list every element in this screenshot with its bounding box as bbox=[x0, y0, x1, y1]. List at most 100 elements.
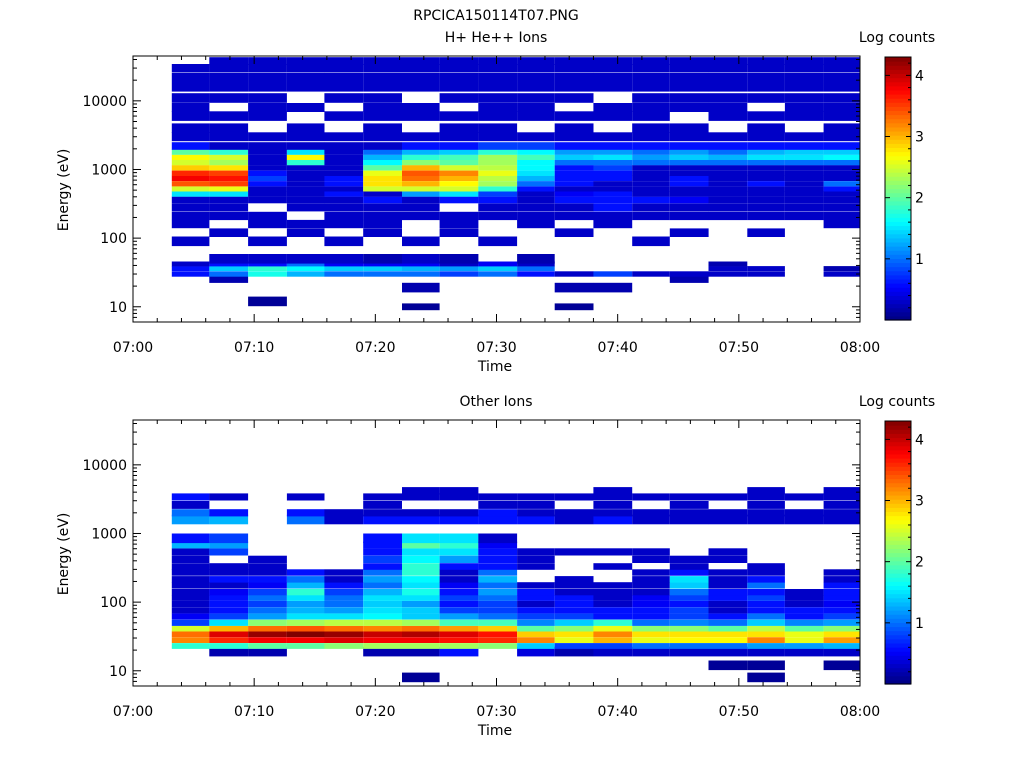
heatmap-cell bbox=[517, 631, 555, 638]
heatmap-cell bbox=[209, 72, 249, 82]
heatmap-cell bbox=[171, 271, 210, 277]
heatmap-cell bbox=[823, 569, 860, 576]
heatmap-cell bbox=[517, 191, 555, 197]
heatmap-cell bbox=[209, 607, 249, 614]
heatmap-cell bbox=[517, 613, 555, 620]
heatmap-cell bbox=[669, 123, 709, 133]
heatmap-cell bbox=[209, 160, 249, 166]
heatmap-cells bbox=[171, 487, 860, 683]
heatmap-cell bbox=[439, 576, 479, 583]
heatmap-cell bbox=[669, 228, 709, 237]
colorbar-segment bbox=[885, 494, 911, 500]
heatmap-cell bbox=[402, 82, 440, 92]
heatmap-cell bbox=[286, 582, 325, 589]
heatmap-cell bbox=[747, 175, 785, 181]
heatmap-cell bbox=[478, 619, 518, 626]
heatmap-cell bbox=[171, 625, 210, 632]
heatmap-cell bbox=[784, 211, 824, 221]
heatmap-cell bbox=[209, 509, 249, 517]
heatmap-cell bbox=[248, 191, 287, 197]
heatmap-cell bbox=[747, 569, 785, 576]
heatmap-cell bbox=[363, 82, 402, 92]
heatmap-cell bbox=[171, 196, 210, 204]
heatmap-cell bbox=[747, 646, 785, 657]
heatmap-cell bbox=[632, 64, 670, 73]
heatmap-cell bbox=[402, 132, 440, 142]
colorbar-segment bbox=[885, 515, 911, 521]
heatmap-cell bbox=[171, 569, 210, 576]
heatmap-cell bbox=[747, 625, 785, 632]
heatmap-cell bbox=[363, 595, 402, 601]
heatmap-cell bbox=[209, 637, 249, 643]
heatmap-cell bbox=[248, 219, 287, 229]
heatmap-cells bbox=[171, 57, 860, 311]
colorbar-segment bbox=[885, 655, 911, 660]
colorbar-tick-label: 3 bbox=[915, 130, 924, 146]
heatmap-cell bbox=[478, 613, 518, 620]
heatmap-cell bbox=[209, 196, 249, 204]
heatmap-cell bbox=[784, 72, 824, 82]
heatmap-cell bbox=[669, 57, 709, 65]
x-tick-label: 07:20 bbox=[355, 704, 395, 720]
heatmap-cell bbox=[784, 93, 824, 103]
heatmap-cell bbox=[324, 600, 364, 608]
colorbar-segment bbox=[885, 61, 911, 66]
heatmap-cell bbox=[632, 631, 670, 638]
colorbar-segment bbox=[885, 57, 911, 62]
heatmap-cell bbox=[439, 613, 479, 620]
heatmap-cell bbox=[593, 493, 633, 501]
heatmap-cell bbox=[209, 619, 249, 626]
heatmap-cell bbox=[823, 487, 860, 495]
colorbar-segment bbox=[885, 258, 911, 264]
heatmap-cell bbox=[402, 191, 440, 197]
heatmap-cell bbox=[478, 149, 518, 155]
heatmap-cell bbox=[248, 637, 287, 643]
heatmap-cell bbox=[554, 600, 594, 608]
colorbar: 1 2 3 4 bbox=[884, 56, 924, 321]
heatmap-cell bbox=[708, 196, 748, 204]
heatmap-cell bbox=[363, 509, 402, 517]
heatmap-cell bbox=[632, 154, 670, 160]
heatmap-cell bbox=[171, 493, 210, 501]
heatmap-cell bbox=[554, 149, 594, 155]
colorbar-label: Log counts bbox=[859, 394, 935, 410]
heatmap-cell bbox=[248, 646, 287, 657]
heatmap-cell bbox=[171, 576, 210, 583]
heatmap-cell bbox=[747, 196, 785, 204]
heatmap-cell bbox=[478, 160, 518, 166]
heatmap-cell bbox=[478, 236, 518, 247]
heatmap-cell bbox=[669, 595, 709, 601]
heatmap-cell bbox=[363, 631, 402, 638]
colorbar-segment bbox=[885, 122, 911, 128]
heatmap-cell bbox=[363, 493, 402, 501]
heatmap-cell bbox=[209, 514, 249, 525]
heatmap-cell bbox=[593, 64, 633, 73]
heatmap-cell bbox=[593, 514, 633, 525]
colorbar-segment bbox=[885, 647, 911, 652]
heatmap-cell bbox=[708, 613, 748, 620]
heatmap-cell bbox=[517, 154, 555, 160]
heatmap-cell bbox=[593, 219, 633, 229]
heatmap-cell bbox=[708, 261, 748, 267]
heatmap-cell bbox=[517, 548, 555, 556]
heatmap-cell bbox=[708, 607, 748, 614]
heatmap-cell bbox=[363, 149, 402, 155]
heatmap-cell bbox=[248, 576, 287, 583]
heatmap-cell bbox=[402, 271, 440, 277]
heatmap-cell bbox=[593, 637, 633, 643]
heatmap-cell bbox=[324, 132, 364, 142]
heatmap-cell bbox=[747, 123, 785, 133]
heatmap-cell bbox=[669, 175, 709, 181]
colorbar-segment bbox=[885, 474, 911, 480]
x-tick-label: 07:20 bbox=[355, 340, 395, 356]
heatmap-cell bbox=[363, 175, 402, 181]
heatmap-cell bbox=[324, 254, 364, 264]
heatmap-cell bbox=[363, 582, 402, 589]
heatmap-cell bbox=[823, 271, 860, 277]
heatmap-cell bbox=[363, 646, 402, 657]
colorbar-segment bbox=[885, 605, 911, 611]
heatmap-cell bbox=[478, 72, 518, 82]
heatmap-cell bbox=[248, 643, 287, 649]
heatmap-cell bbox=[248, 82, 287, 92]
heatmap-cell bbox=[439, 533, 479, 544]
